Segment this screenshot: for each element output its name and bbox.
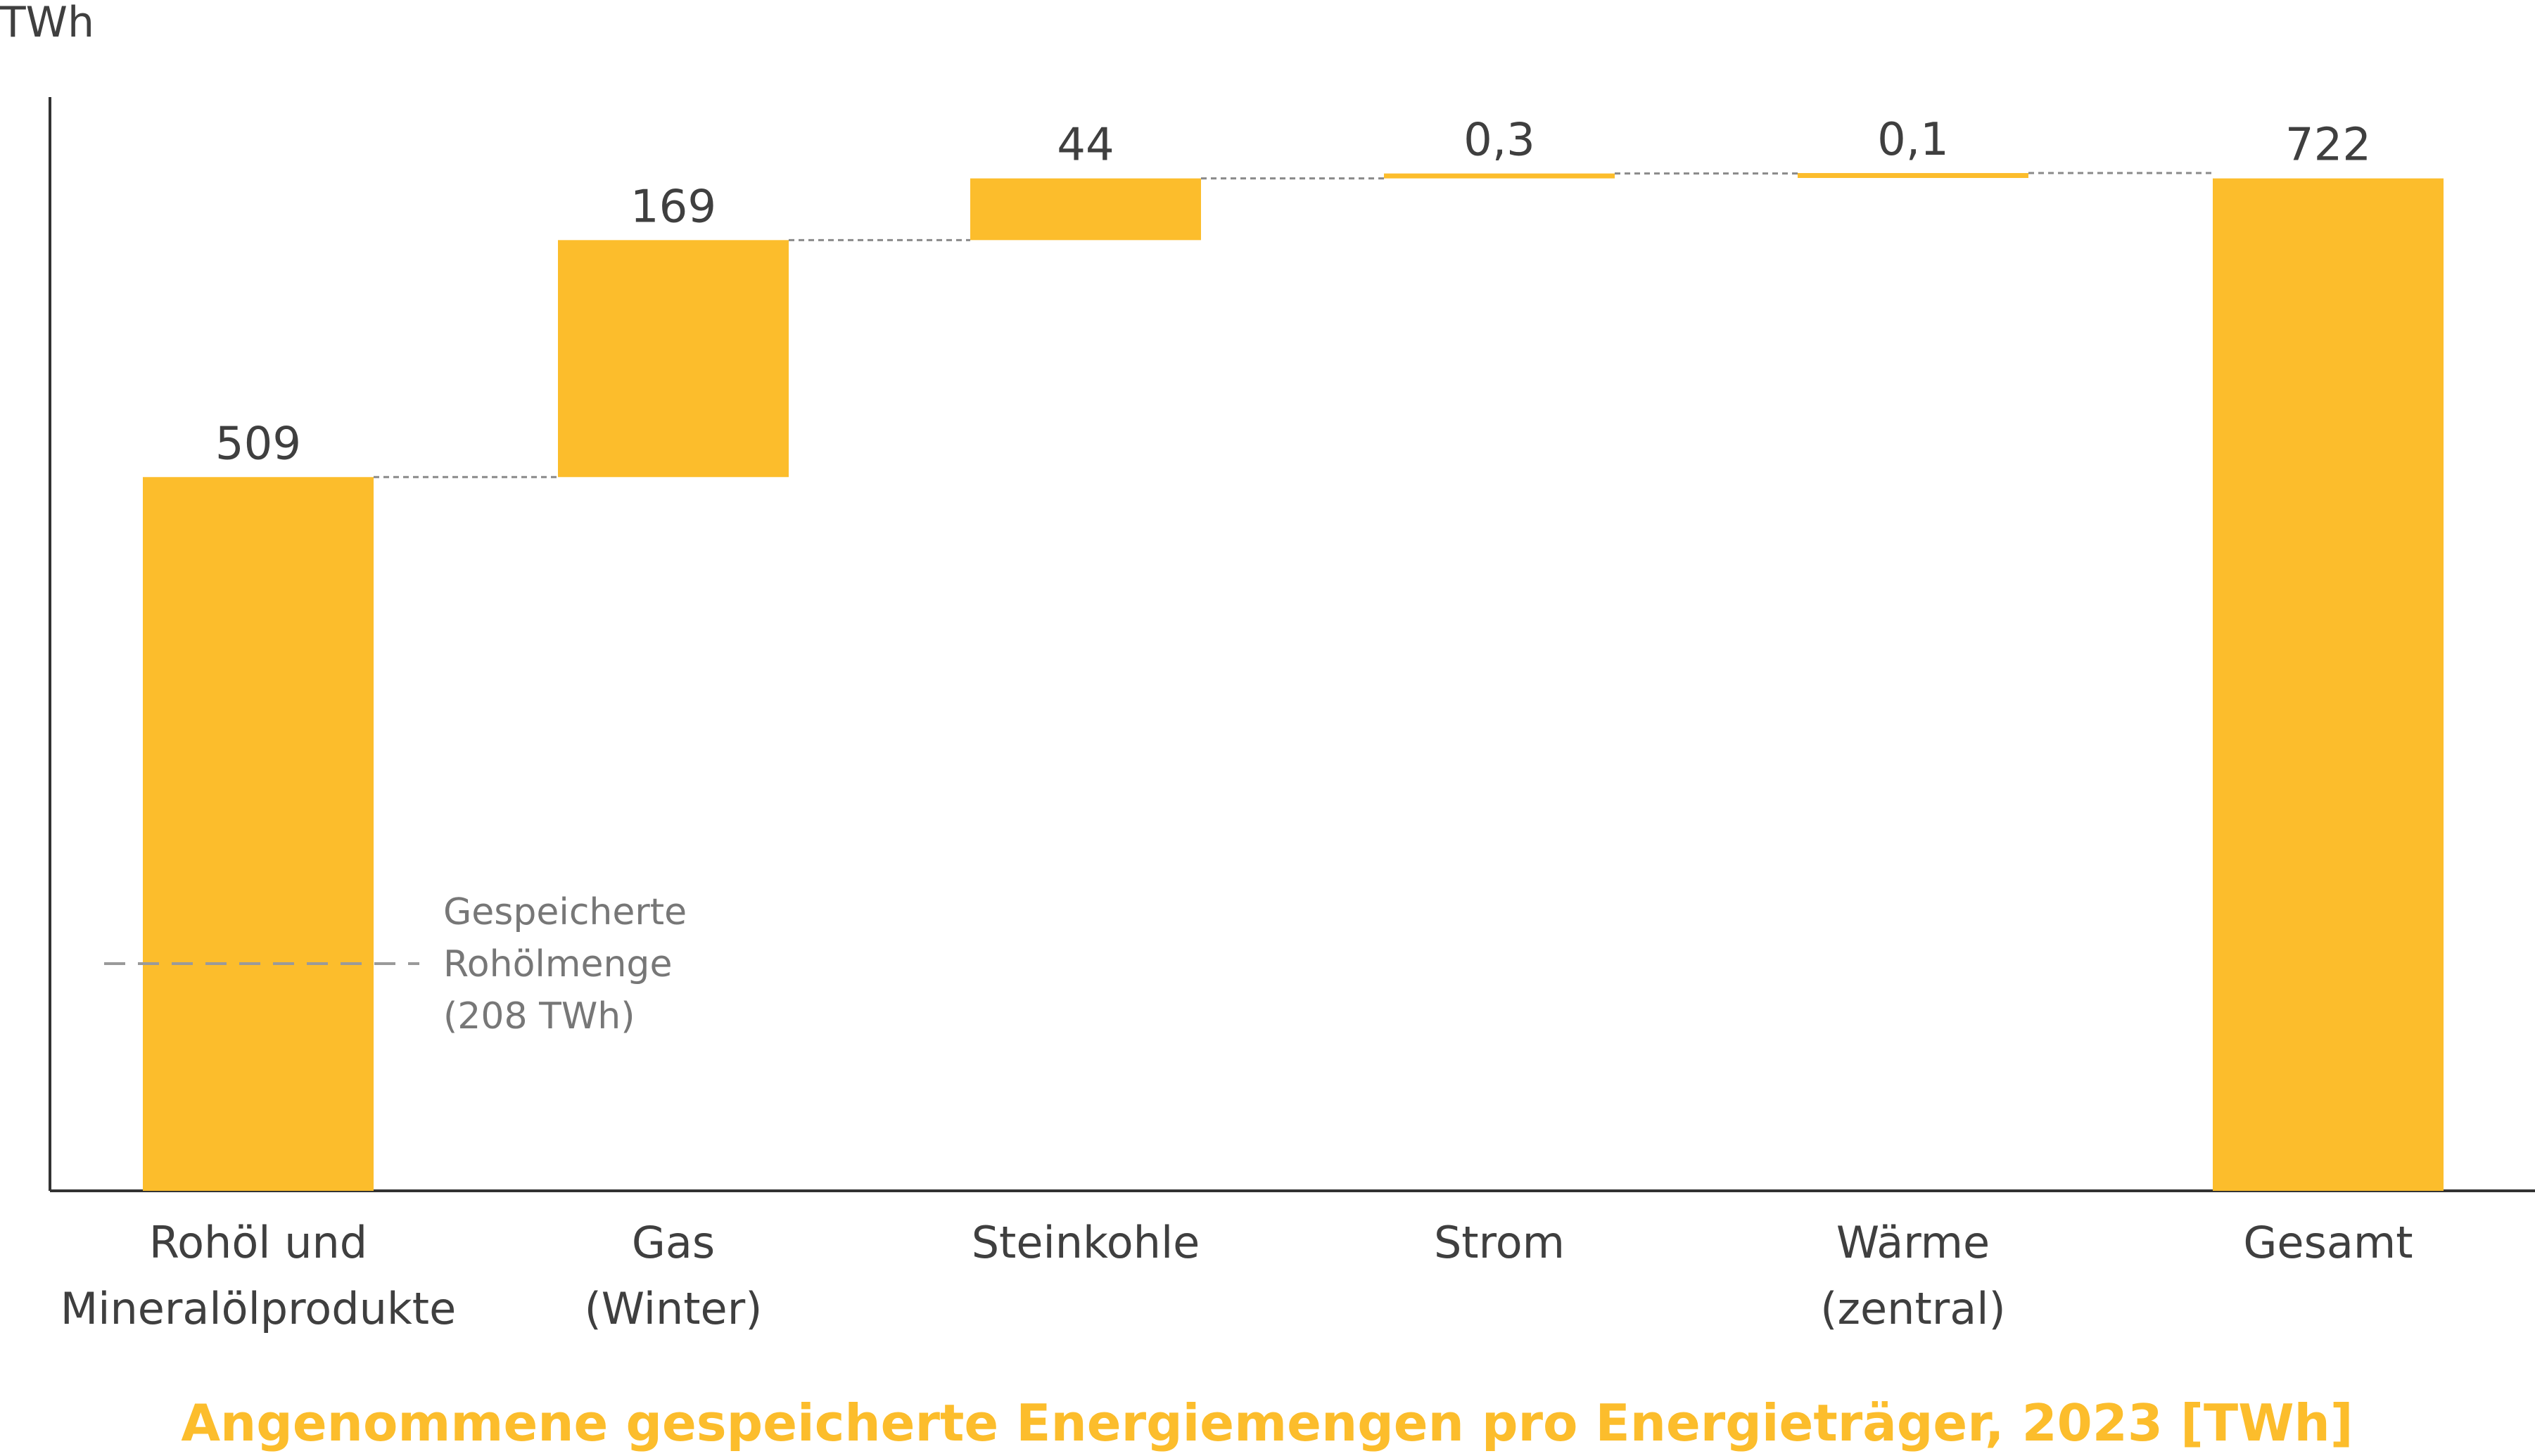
category-label-4-1: (zentral)	[1820, 1283, 2005, 1334]
bar-1	[558, 240, 789, 478]
annotation-line-0: Gespeicherte	[443, 891, 687, 933]
annotation-line-1: Rohölmenge	[443, 943, 672, 985]
value-label-2: 44	[1057, 120, 1114, 172]
category-label-1-1: (Winter)	[585, 1283, 763, 1334]
category-label-1-0: Gas	[632, 1217, 715, 1268]
value-label-4: 0,1	[1877, 114, 1949, 166]
category-label-4-0: Wärme	[1836, 1217, 1990, 1268]
category-label-5-0: Gesamt	[2243, 1217, 2413, 1268]
bar-5	[2213, 178, 2444, 1192]
y-axis-unit-label: TWh	[0, 0, 94, 47]
value-label-3: 0,3	[1463, 115, 1535, 167]
category-label-2-0: Steinkohle	[972, 1217, 1200, 1268]
connector-lines	[374, 172, 2213, 478]
bar-2	[970, 178, 1201, 241]
category-label-3-0: Strom	[1434, 1217, 1565, 1268]
category-labels: Rohöl und Mineralölprodukte Gas (Winter) Ste…	[61, 1217, 2413, 1334]
reference-annotation: Gespeicherte Rohölmenge (208 TWh)	[104, 891, 687, 1037]
bar-4	[1798, 173, 2028, 179]
bar-0	[143, 477, 374, 1191]
bar-3	[1384, 173, 1615, 179]
category-label-0-1: Mineralölprodukte	[61, 1283, 456, 1334]
bars	[143, 173, 2444, 1192]
category-label-0-0: Rohöl und	[149, 1217, 367, 1268]
value-label-0: 509	[215, 418, 301, 470]
value-label-5: 722	[2285, 120, 2371, 172]
chart-title: Angenommene gespeicherte Energiemengen p…	[181, 1393, 2353, 1452]
value-label-1: 169	[630, 181, 716, 233]
value-labels: 509 169 44 0,3 0,1 722	[215, 114, 2371, 470]
annotation-line-2: (208 TWh)	[443, 995, 635, 1037]
